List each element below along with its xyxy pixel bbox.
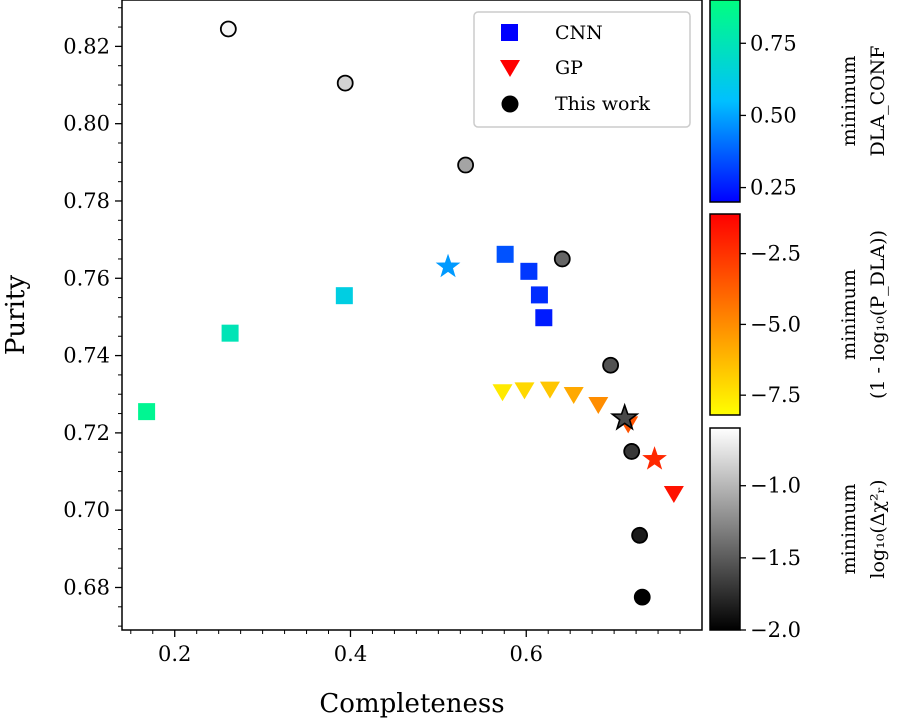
star-gp bbox=[642, 446, 667, 470]
y-tick-label: 0.82 bbox=[63, 34, 110, 58]
y-tick-label: 0.76 bbox=[63, 266, 110, 290]
legend-label-cnn: CNN bbox=[555, 22, 603, 44]
colorbar-label-ours-line1: minimum bbox=[838, 484, 860, 575]
point-this-work bbox=[219, 20, 237, 38]
y-tick-label: 0.78 bbox=[63, 189, 110, 213]
colorbar-cnn bbox=[709, 0, 741, 203]
x-axis-label: Completeness bbox=[319, 689, 504, 719]
x-tick-label: 0.4 bbox=[334, 642, 367, 666]
point-this-work bbox=[633, 588, 651, 606]
point-cnn bbox=[520, 262, 538, 280]
y-tick-label: 0.74 bbox=[63, 344, 110, 368]
legend-marker-gp bbox=[500, 60, 520, 77]
x-tick-label: 0.6 bbox=[510, 642, 543, 666]
point-gp bbox=[563, 387, 584, 405]
y-tick-label: 0.80 bbox=[63, 112, 110, 136]
star-cnn bbox=[435, 253, 461, 278]
point-cnn bbox=[496, 245, 514, 263]
point-this-work bbox=[631, 526, 649, 544]
colorbar-tick-label: −2.5 bbox=[750, 242, 801, 266]
point-cnn bbox=[221, 324, 239, 342]
data-points bbox=[138, 20, 684, 606]
colorbar-tick-label: −1.5 bbox=[750, 546, 801, 570]
legend-label-this-work: This work bbox=[555, 93, 651, 115]
legend: CNN GP This work bbox=[473, 11, 691, 128]
colorbar-label-ours-line2: log₁₀(Δχ²ᵣ) bbox=[867, 479, 889, 578]
y-axis-label: Purity bbox=[1, 275, 31, 355]
point-gp bbox=[539, 381, 560, 399]
point-gp bbox=[514, 382, 535, 400]
x-axis: 0.2 0.4 0.6 bbox=[130, 630, 681, 666]
y-tick-label: 0.70 bbox=[63, 498, 110, 522]
colorbar-label-cnn-line2: DLA_CONF bbox=[867, 46, 889, 157]
point-cnn bbox=[335, 287, 353, 305]
point-this-work bbox=[457, 156, 475, 174]
point-gp bbox=[588, 397, 609, 415]
point-gp bbox=[663, 485, 684, 503]
plot-frame bbox=[121, 0, 703, 631]
colorbar-tick-label: −2.0 bbox=[750, 618, 801, 642]
point-cnn bbox=[530, 286, 548, 304]
y-tick-label: 0.68 bbox=[63, 575, 110, 599]
point-this-work bbox=[336, 74, 354, 92]
colorbar-label-gp-line1: minimum bbox=[838, 269, 860, 360]
legend-label-gp: GP bbox=[555, 57, 583, 79]
x-tick-label: 0.2 bbox=[158, 642, 191, 666]
colorbar-tick-label: −7.5 bbox=[750, 383, 801, 407]
colorbars: 0.25 0.50 0.75 minimum DLA_CONF −7.5 −5.0 −2.5 m… bbox=[709, 0, 889, 642]
colorbar-label-gp-line2: (1 - log₁₀(P_DLA)) bbox=[867, 230, 889, 399]
colorbar-label-cnn-line1: minimum bbox=[838, 56, 860, 147]
colorbar-tick-label: −5.0 bbox=[750, 312, 801, 336]
point-this-work bbox=[623, 443, 641, 460]
colorbar-ours bbox=[709, 427, 741, 631]
legend-marker-cnn bbox=[501, 24, 518, 41]
point-cnn bbox=[535, 309, 553, 327]
star-this-work bbox=[609, 402, 640, 431]
legend-marker-this-work bbox=[501, 95, 519, 113]
colorbar-gp bbox=[709, 213, 741, 416]
colorbar-tick-label: −1.0 bbox=[750, 474, 801, 498]
colorbar-tick-label: 0.25 bbox=[750, 176, 797, 200]
point-gp bbox=[492, 384, 513, 402]
legend-box bbox=[473, 11, 691, 128]
y-axis: 0.68 0.70 0.72 0.74 0.76 0.78 0.80 0.82 bbox=[63, 7, 122, 627]
point-this-work bbox=[553, 250, 571, 268]
y-tick-label: 0.72 bbox=[63, 421, 110, 445]
point-cnn bbox=[138, 403, 156, 421]
point-this-work bbox=[602, 356, 620, 374]
colorbar-tick-label: 0.75 bbox=[750, 31, 797, 55]
colorbar-tick-label: 0.50 bbox=[750, 103, 797, 127]
